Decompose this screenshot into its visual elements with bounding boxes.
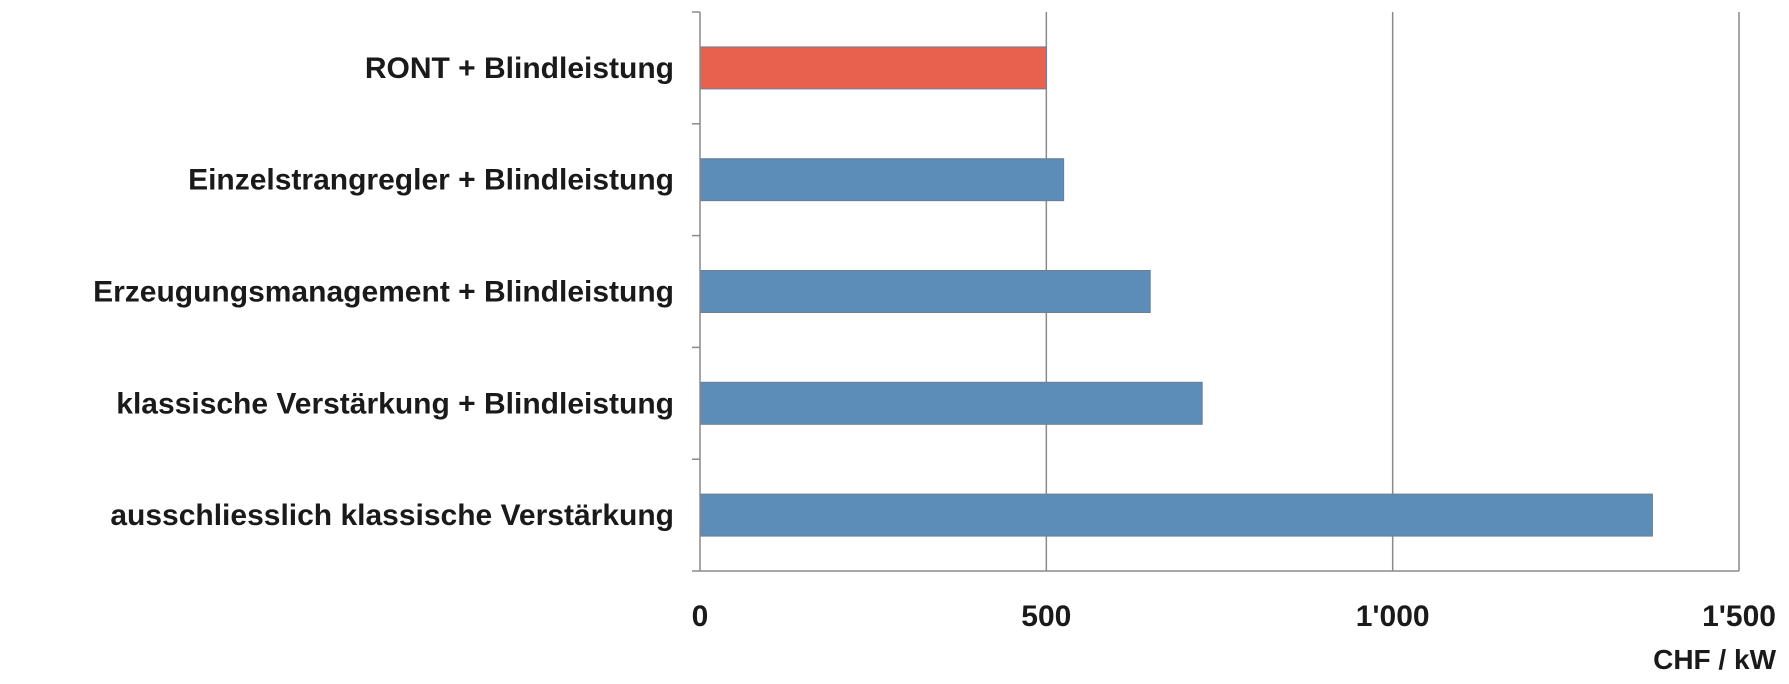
category-label: RONT + Blindleistung [365,52,674,85]
category-label: Einzelstrangregler + Blindleistung [188,164,674,197]
bar-3 [699,270,1151,313]
bar-1 [699,46,1047,90]
category-label: Erzeugungsmanagement + Blindleistung [93,276,674,309]
x-tick-label: 500 [1021,600,1071,633]
category-label: ausschliesslich klassische Verstärkung [110,499,674,532]
x-tick-label: 0 [692,600,709,633]
x-axis-title: CHF / kW [1653,644,1776,675]
bar-4 [699,381,1203,425]
labels-layer: RONT + Blindleistung Einzelstrangregler +… [93,52,1776,633]
bars-layer [699,46,1653,537]
axis-layer [692,11,1739,572]
bar-2 [699,158,1065,202]
bar-5 [699,493,1653,537]
category-label: klassische Verstärkung + Blindleistung [116,387,674,420]
x-tick-label: 1'000 [1356,600,1430,633]
x-tick-label: 1'500 [1702,600,1776,633]
